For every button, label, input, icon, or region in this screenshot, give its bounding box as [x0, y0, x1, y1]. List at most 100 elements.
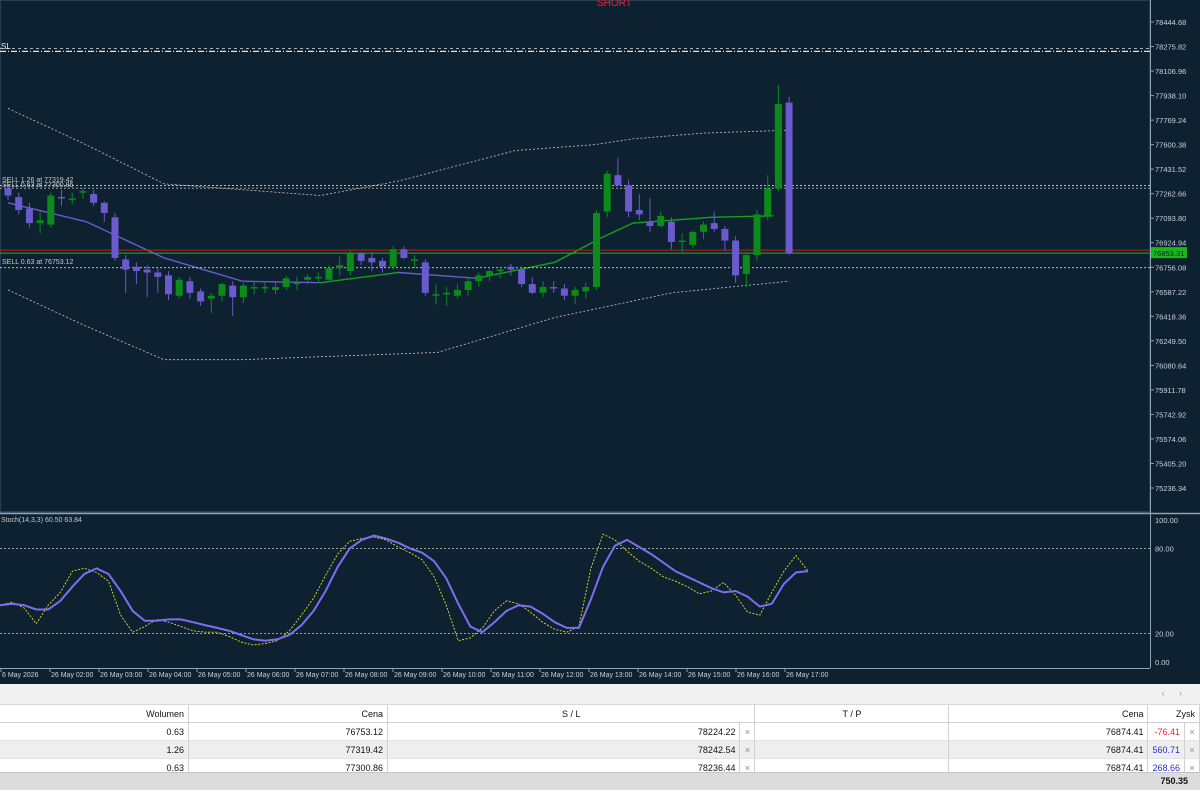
time-tick-label: 26 May 17:00 — [786, 672, 829, 679]
price-chart[interactable]: 78444.68 78275.82 78106.96 77938.10 77769.24… — [0, 0, 1200, 684]
scroll-arrows-icon[interactable]: ‹ › — [1161, 688, 1188, 698]
candle-body — [785, 102, 793, 254]
tp-cell[interactable] — [754, 740, 950, 759]
close-position-icon[interactable]: × — [1184, 722, 1200, 741]
moving-average-segment — [398, 271, 477, 280]
price-tick-label: 78275.82 — [1155, 43, 1186, 52]
col-tp[interactable]: T / P — [754, 705, 950, 723]
moving-average-segment — [632, 216, 712, 224]
time-tick-label: 26 May 13:00 — [590, 672, 633, 679]
candle-body — [453, 289, 461, 296]
candle-body — [550, 287, 558, 289]
candle-body — [154, 272, 162, 277]
time-tick-label: 26 May 02:00 — [51, 672, 94, 679]
candle-body — [528, 284, 536, 293]
time-tick-label: 26 May 11:00 — [492, 672, 534, 679]
col-current-price[interactable]: Cena — [948, 705, 1149, 723]
close-position-icon[interactable]: × — [1184, 740, 1200, 759]
price-tick-label: 77093.80 — [1155, 214, 1186, 223]
price-pane-frame — [0, 0, 1151, 513]
table-header-row: Wolumen Cena S / L T / P Cena Zysk — [0, 705, 1200, 723]
profit-cell: 560.71 — [1147, 740, 1185, 759]
candle-body — [464, 281, 472, 290]
moving-average-segment — [164, 257, 243, 282]
current-price-cell: 76874.41 — [948, 740, 1149, 759]
candle-body — [432, 294, 440, 296]
table-row[interactable]: 1.26 77319.42 78242.54 × 76874.41 560.71 × — [0, 740, 1200, 759]
sl-cell[interactable]: 78242.54 — [387, 740, 741, 759]
candle-body — [36, 220, 44, 224]
candle-body — [560, 288, 568, 296]
current-price-badge — [1151, 247, 1187, 259]
table-row[interactable]: 0.63 76753.12 78224.22 × 76874.41 -76.41 × — [0, 722, 1200, 741]
sl-line-label: SL — [1, 42, 11, 51]
candle-body — [646, 221, 654, 227]
candle-body — [764, 188, 772, 216]
chart-area[interactable]: 78444.68 78275.82 78106.96 77938.10 77769.24… — [0, 0, 1200, 684]
stochastic-indicator-label: Stoch(14,3,3) 60.50 63.84 — [1, 517, 82, 524]
time-tick-label: 26 May 04:00 — [149, 672, 192, 679]
volume-cell: 1.26 — [0, 740, 189, 759]
candle-body — [100, 202, 108, 213]
candle-body — [111, 217, 119, 258]
col-price[interactable]: Cena — [188, 705, 388, 723]
moving-average-segment — [476, 261, 555, 279]
time-tick-label: 26 May 09:00 — [394, 672, 437, 679]
bollinger-lower-band — [7, 280, 790, 361]
candle-body — [239, 285, 247, 298]
candle-body — [4, 188, 12, 196]
candle-body — [603, 173, 611, 212]
positions-table: Wolumen Cena S / L T / P Cena Zysk 0.63 7… — [0, 705, 1200, 777]
col-volume[interactable]: Wolumen — [0, 705, 189, 723]
candle-body — [400, 249, 408, 258]
price-tick-label: 76587.22 — [1155, 288, 1186, 297]
price-cell: 76753.12 — [188, 722, 388, 741]
candle-body — [143, 269, 151, 273]
price-tick-label: 76249.50 — [1155, 337, 1186, 346]
candle-body — [475, 275, 483, 282]
candle-body — [379, 260, 386, 267]
candle-body — [79, 191, 87, 193]
moving-average-segment — [85, 221, 165, 259]
candle-body — [421, 262, 429, 293]
col-sl[interactable]: S / L — [387, 705, 756, 723]
candle-body — [304, 276, 312, 280]
candle-body — [165, 275, 172, 295]
total-row: 750.35 — [0, 772, 1200, 790]
candle-body — [15, 196, 23, 211]
time-tick-label: 26 May 10:00 — [443, 672, 486, 679]
sl-close-icon[interactable]: × — [739, 740, 756, 759]
price-tick-label: 76418.36 — [1155, 312, 1186, 321]
panel-toolbar: ‹ › — [0, 684, 1200, 705]
candle-body — [336, 265, 344, 269]
moving-average-segment — [601, 222, 634, 239]
price-cell: 77319.42 — [188, 740, 388, 759]
candle-body — [293, 282, 301, 285]
col-profit[interactable]: Zysk — [1147, 705, 1200, 723]
candle-body — [389, 249, 397, 267]
price-tick-label: 75405.20 — [1155, 459, 1186, 468]
time-tick-label: 26 May 03:00 — [100, 672, 143, 679]
candle-body — [250, 287, 258, 289]
candle-body — [721, 228, 729, 241]
candle-body — [175, 279, 183, 296]
candle-body — [593, 212, 600, 288]
candle-body — [678, 240, 686, 243]
price-tick-label: 76080.64 — [1155, 361, 1186, 370]
sell-order-label-1: SELL 1.26 at 77319.42 — [2, 177, 74, 184]
candle-body — [90, 194, 98, 203]
candle-body — [742, 255, 750, 274]
time-tick-label: 6 May 2026 — [2, 672, 39, 679]
current-price-cell: 76874.41 — [948, 722, 1149, 741]
tp-cell[interactable] — [754, 722, 950, 741]
sl-cell[interactable]: 78224.22 — [387, 722, 741, 741]
candle-body — [700, 224, 707, 232]
candle-body — [443, 292, 451, 295]
moving-average-segment — [320, 271, 399, 284]
candle-body — [47, 195, 55, 225]
candle-body — [186, 281, 194, 293]
sl-close-icon[interactable]: × — [739, 722, 756, 741]
signal-label: SHORT — [597, 0, 632, 9]
price-tick-label: 77431.52 — [1155, 165, 1186, 174]
candle-body — [368, 257, 376, 263]
